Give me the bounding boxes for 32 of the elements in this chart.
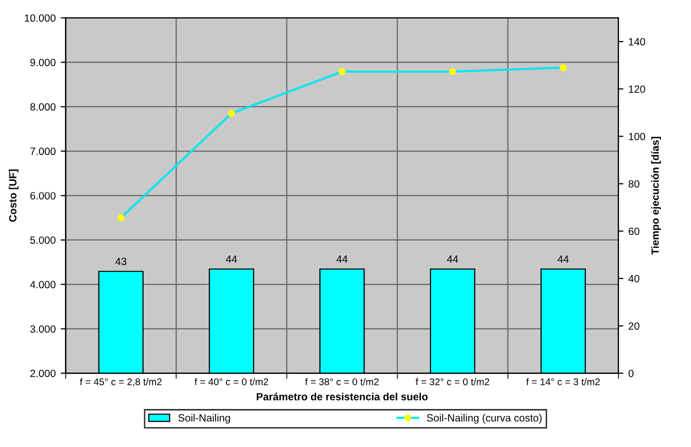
x-tick-label: f = 40° c = 0 t/m2 <box>194 378 268 386</box>
y-tick-label: 4.000 <box>30 280 56 288</box>
x-axis-title: Parámetro de resistencia del suelo <box>256 392 428 400</box>
data-label: 44 <box>226 256 237 263</box>
y2-axis-title: Tiempo ejecución [días] <box>651 136 661 255</box>
x-tick-label: f = 32° c = 0 t/m2 <box>416 378 490 386</box>
data-label: 44 <box>558 256 569 263</box>
y2-tick-label: 0 <box>628 370 634 378</box>
y2-tick-label: 60 <box>628 228 640 235</box>
y-tick-label: 10.000 <box>24 14 56 22</box>
y2-tick-label: 80 <box>628 180 640 188</box>
y-tick-label: 5.000 <box>30 236 56 244</box>
legend-label: Soil-Nailing (curva costo) <box>426 414 542 424</box>
data-label: 43 <box>115 258 126 266</box>
y2-tick-label: 20 <box>628 322 640 330</box>
y-tick-label: 6.000 <box>30 192 56 200</box>
y2-tick-label: 120 <box>628 85 646 93</box>
y2-tick-label: 100 <box>628 132 646 140</box>
y-tick-label: 9.000 <box>30 58 56 66</box>
y-tick-label: 7.000 <box>30 148 56 156</box>
data-label: 44 <box>336 256 348 263</box>
legend-label: Soil-Nailing <box>178 414 230 424</box>
x-tick-label: f = 14° c = 3 t/m2 <box>526 378 600 386</box>
y2-tick-label: 40 <box>628 274 640 282</box>
y-tick-label: 8.000 <box>30 103 56 111</box>
y-axis-title: Costo [UF] <box>8 170 19 222</box>
y-tick-label: 2.000 <box>30 370 56 378</box>
x-tick-label: f = 38° c = 0 t/m2 <box>305 378 379 386</box>
y2-tick-label: 140 <box>628 38 646 46</box>
y-tick-label: 3.000 <box>30 325 56 333</box>
data-label: 44 <box>447 256 458 263</box>
x-tick-label: f = 45° c = 2,8 t/m2 <box>80 378 162 386</box>
